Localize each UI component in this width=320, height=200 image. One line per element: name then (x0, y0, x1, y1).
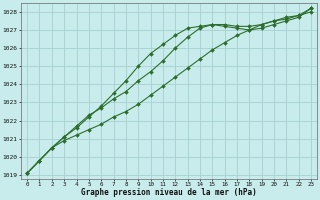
X-axis label: Graphe pression niveau de la mer (hPa): Graphe pression niveau de la mer (hPa) (81, 188, 257, 197)
